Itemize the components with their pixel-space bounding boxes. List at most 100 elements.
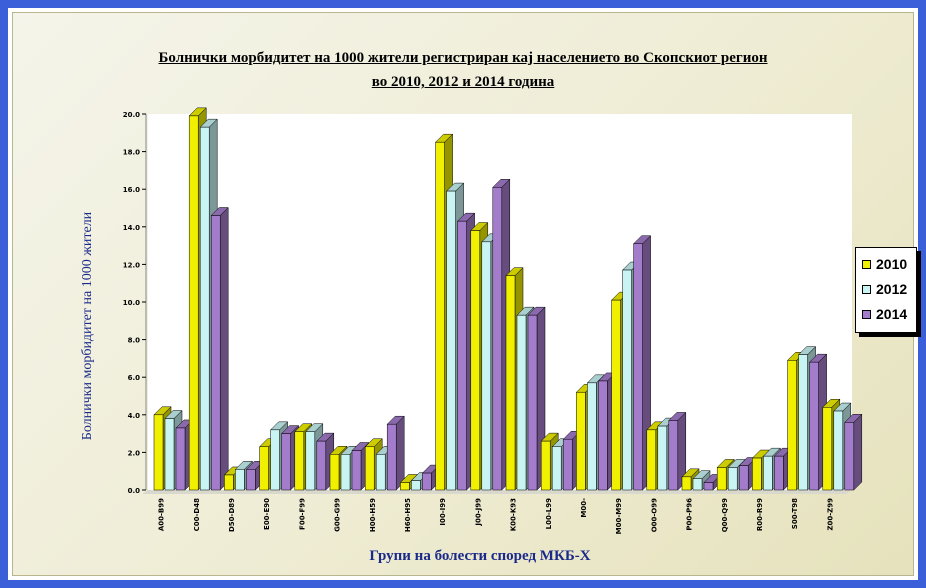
legend-swatch-2010: [862, 260, 871, 269]
x-tick-label: P00-P96: [686, 498, 694, 531]
y-tick-label: 8.0: [128, 337, 141, 345]
legend-swatch-2014: [862, 310, 871, 319]
bar-front: [305, 431, 316, 491]
bar-front: [527, 314, 538, 491]
legend-swatch-2012: [862, 285, 871, 294]
bar-front: [340, 454, 351, 491]
x-tick-label: C00-D48: [193, 498, 201, 531]
legend: 2010 2012 2014: [855, 247, 917, 333]
bar-front: [752, 457, 762, 491]
x-tick-label: A00-B99: [158, 498, 166, 531]
y-tick-label: 12.0: [123, 261, 140, 269]
legend-label-2012: 2012: [876, 281, 908, 297]
x-tick-label: E00-E90: [263, 498, 271, 530]
bar-front: [622, 269, 632, 491]
bar-front: [844, 422, 855, 491]
x-tick-label: G00-G99: [334, 498, 342, 532]
y-tick-label: 16.0: [123, 186, 140, 194]
bar-front: [611, 299, 621, 491]
bar-front: [774, 455, 784, 491]
x-tick-label: L00-L99: [545, 498, 553, 529]
bar-front: [598, 380, 608, 491]
x-tick-label: O00-O99: [650, 498, 658, 532]
bar-front: [281, 433, 291, 491]
x-tick-label: S00-T98: [791, 498, 799, 529]
x-tick-label: H60-H95: [404, 498, 412, 532]
legend-label-2010: 2010: [876, 256, 908, 272]
bar-front: [375, 454, 386, 491]
x-tick-label: K00-K93: [510, 498, 518, 531]
bar: [210, 206, 229, 491]
bar-front: [492, 187, 503, 491]
x-tick-label: H00-H59: [369, 498, 377, 532]
bar-front: [153, 414, 164, 491]
bar-front: [435, 141, 445, 491]
bar-side: [853, 413, 863, 491]
bar-front: [224, 474, 234, 491]
bar-front: [633, 243, 643, 491]
bar-front: [470, 230, 481, 491]
bar-front: [199, 126, 210, 491]
bar-front: [798, 354, 808, 491]
bar-front: [833, 410, 844, 491]
bar-front: [364, 446, 375, 491]
bar-front: [587, 382, 597, 491]
y-tick-label: 6.0: [128, 374, 141, 382]
y-tick-label: 14.0: [123, 224, 140, 232]
bar-front: [738, 465, 749, 491]
y-tick-label: 0.0: [128, 487, 141, 495]
bar-front: [787, 360, 797, 491]
bar-front: [505, 275, 516, 491]
bar-front: [294, 431, 305, 491]
bar-front: [235, 469, 245, 491]
y-tick-label: 10.0: [123, 299, 140, 307]
x-tick-label: I00-I99: [439, 498, 447, 526]
bar-front: [188, 115, 199, 491]
bar-front: [259, 446, 269, 491]
bar-front: [681, 476, 692, 491]
bar-front: [481, 241, 492, 491]
bar-front: [164, 418, 175, 491]
bar-front: [270, 429, 280, 491]
bar-front: [540, 440, 551, 491]
bar-front: [446, 190, 456, 491]
bar-front: [422, 472, 432, 491]
bar-front: [763, 455, 773, 491]
bar-front: [210, 215, 221, 491]
x-tick-label: Q00-Q99: [721, 498, 729, 532]
bar-front: [716, 467, 727, 491]
bar-front: [351, 450, 362, 491]
y-tick-label: 18.0: [123, 149, 140, 157]
bar-side: [219, 206, 229, 491]
bar-front: [576, 391, 586, 491]
bar-front: [175, 427, 186, 491]
x-axis-label: Групи на болести според МКБ-X: [369, 548, 591, 564]
bar-side: [395, 415, 405, 491]
bar-front: [329, 454, 340, 491]
x-tick-label: M00-M99: [615, 498, 623, 534]
x-tick-label: F00-F99: [298, 498, 306, 530]
bar-front: [646, 429, 657, 491]
bar-front: [668, 420, 679, 491]
bar-front: [411, 480, 421, 491]
bar-front: [400, 482, 410, 491]
x-tick-label: M00-: [580, 498, 588, 518]
legend-label-2014: 2014: [876, 306, 908, 322]
bar-front: [551, 446, 562, 491]
bar: [386, 415, 405, 491]
bar-front: [316, 440, 327, 491]
bar-front: [562, 438, 573, 491]
bar-front: [516, 314, 527, 491]
bar-front: [692, 478, 703, 491]
x-tick-label: J00-J99: [474, 498, 482, 527]
bar: [844, 413, 863, 491]
x-tick-label: Z00-Z99: [826, 498, 834, 531]
chart-subtitle: во 2010, 2012 и 2014 година: [371, 74, 555, 90]
y-tick-label: 2.0: [128, 449, 141, 457]
y-tick-label: 4.0: [128, 412, 141, 420]
bar-front: [246, 469, 256, 491]
bar-front: [386, 423, 397, 491]
bar-front: [457, 220, 467, 491]
chart-title: Болнички морбидитет на 1000 жители регис…: [158, 50, 768, 66]
